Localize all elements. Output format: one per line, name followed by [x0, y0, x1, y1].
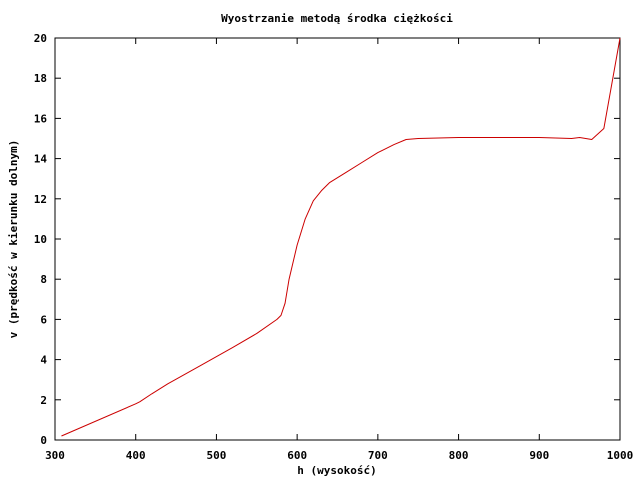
y-tick-label: 18	[34, 72, 47, 85]
x-tick-label: 300	[45, 449, 65, 462]
x-tick-label: 1000	[607, 449, 634, 462]
y-tick-label: 2	[40, 394, 47, 407]
axis-ticks	[54, 37, 621, 441]
x-axis-label: h (wysokość)	[297, 464, 376, 477]
x-tick-label: 600	[287, 449, 307, 462]
y-tick-label: 14	[34, 153, 48, 166]
y-tick-label: 16	[34, 112, 48, 125]
y-tick-label: 20	[34, 32, 47, 45]
y-axis-label: v (prędkość w kierunku dolnym)	[7, 140, 20, 339]
series-line	[61, 37, 621, 437]
x-tick-label: 700	[368, 449, 388, 462]
plot-area	[54, 37, 621, 441]
y-tick-label: 10	[34, 233, 47, 246]
chart-title: Wyostrzanie metodą środka ciężkości	[221, 12, 453, 25]
y-tick-label: 8	[40, 273, 47, 286]
x-tick-label: 400	[126, 449, 146, 462]
series-layer	[61, 37, 621, 437]
x-tick-label: 500	[206, 449, 226, 462]
y-tick-label: 6	[40, 313, 47, 326]
axis-tick-labels: 300 400 500 600 700 800 900 1000 0 2 4 6 8 10 12 14 16 18…	[34, 32, 634, 462]
y-tick-label: 4	[40, 354, 47, 367]
y-tick-label: 0	[40, 434, 47, 447]
y-tick-label: 12	[34, 193, 47, 206]
x-tick-label: 900	[529, 449, 549, 462]
x-tick-label: 800	[449, 449, 469, 462]
